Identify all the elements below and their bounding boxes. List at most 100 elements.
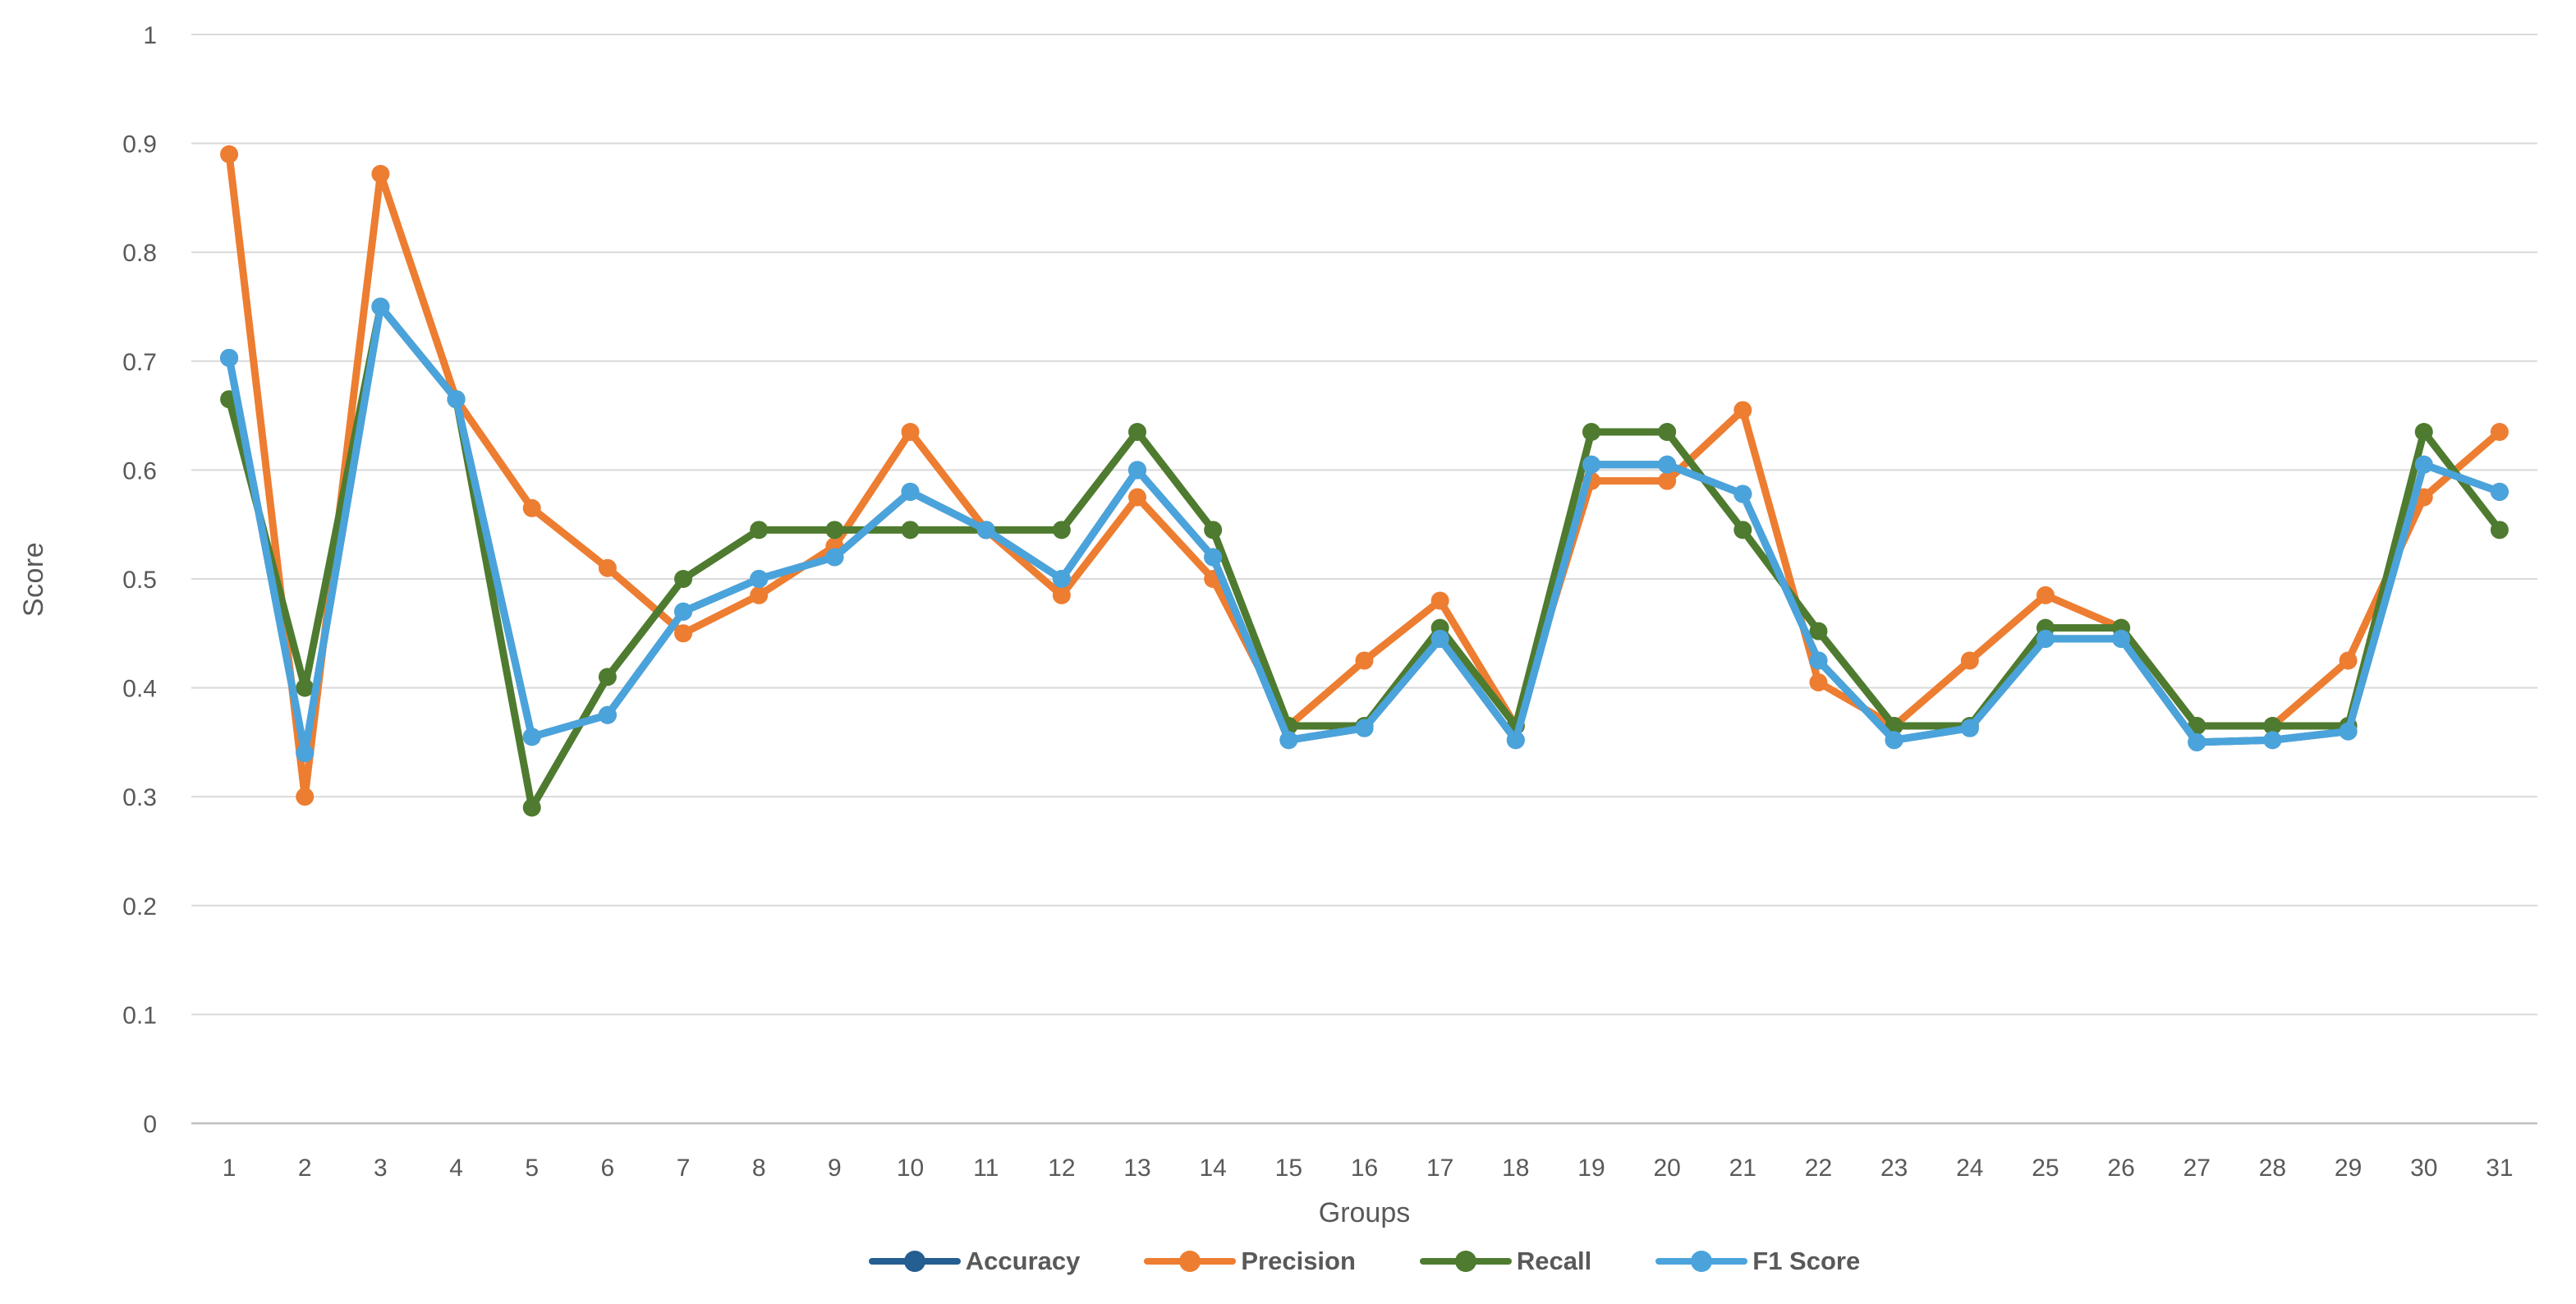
x-tick-label: 30 xyxy=(2410,1155,2437,1182)
series-marker-f1-score xyxy=(1960,719,1979,737)
series-marker-f1-score xyxy=(447,390,466,409)
series-marker-recall xyxy=(598,668,617,686)
series-marker-precision xyxy=(598,558,617,577)
series-marker-f1-score xyxy=(2112,629,2131,648)
series-marker-precision xyxy=(901,422,920,441)
x-tick-label: 7 xyxy=(677,1155,691,1182)
legend-item-precision[interactable]: Precision xyxy=(1144,1247,1356,1276)
series-marker-f1-score xyxy=(522,728,541,746)
x-tick-label: 26 xyxy=(2107,1155,2134,1182)
series-marker-f1-score xyxy=(1506,731,1525,750)
series-marker-f1-score xyxy=(1128,461,1147,480)
series-marker-f1-score xyxy=(1355,719,1374,737)
x-tick-label: 23 xyxy=(1880,1155,1908,1182)
x-tick-label: 25 xyxy=(2032,1155,2059,1182)
x-tick-label: 19 xyxy=(1577,1155,1605,1182)
series-marker-recall xyxy=(296,678,315,697)
series-marker-recall xyxy=(1128,422,1147,441)
x-tick-label: 18 xyxy=(1502,1155,1529,1182)
series-line-f1-score xyxy=(225,303,2504,757)
series-marker-precision xyxy=(2490,422,2509,441)
series-marker-f1-score xyxy=(1052,570,1071,588)
series-marker-f1-score xyxy=(1658,455,1677,474)
series-marker-precision xyxy=(2036,585,2055,604)
series-marker-f1-score xyxy=(2036,629,2055,648)
x-tick-label: 5 xyxy=(525,1155,539,1182)
legend-label: Precision xyxy=(1241,1247,1356,1275)
series-marker-f1-score xyxy=(901,482,920,501)
legend-marker-icon xyxy=(1419,1249,1512,1274)
x-tick-label: 3 xyxy=(374,1155,388,1182)
series-marker-precision xyxy=(2339,651,2358,670)
series-marker-f1-score xyxy=(2263,731,2282,750)
series-marker-precision xyxy=(1658,471,1677,490)
series-marker-f1-score xyxy=(750,570,769,588)
series-marker-f1-score xyxy=(1885,731,1903,750)
series-marker-precision xyxy=(1430,591,1449,610)
series-marker-f1-score xyxy=(976,521,995,540)
x-tick-label: 28 xyxy=(2259,1155,2286,1182)
series-marker-precision xyxy=(1355,651,1374,670)
x-tick-label: 16 xyxy=(1351,1155,1378,1182)
x-tick-label: 10 xyxy=(897,1155,924,1182)
series-marker-f1-score xyxy=(1809,651,1828,670)
x-tick-label: 15 xyxy=(1275,1155,1302,1182)
series-marker-f1-score xyxy=(220,348,239,367)
legend-item-recall[interactable]: Recall xyxy=(1419,1247,1591,1276)
y-tick-label: 0.3 xyxy=(122,784,157,811)
series-marker-recall xyxy=(825,521,844,540)
legend-marker-icon xyxy=(1655,1249,1748,1274)
x-tick-label: 31 xyxy=(2486,1155,2513,1182)
series-line-precision xyxy=(225,150,2504,801)
series-marker-recall xyxy=(750,521,769,540)
series-marker-f1-score xyxy=(598,705,617,724)
y-tick-label: 0.2 xyxy=(122,893,157,921)
x-tick-label: 6 xyxy=(601,1155,615,1182)
series-marker-precision xyxy=(1960,651,1979,670)
legend-label: F1 Score xyxy=(1752,1247,1861,1275)
series-marker-f1-score xyxy=(1733,484,1752,503)
series-marker-precision xyxy=(296,787,315,806)
series-marker-f1-score xyxy=(1430,629,1449,648)
x-tick-label: 1 xyxy=(223,1155,236,1182)
series-marker-precision xyxy=(522,498,541,517)
series-marker-f1-score xyxy=(2188,732,2206,751)
legend-item-f1-score[interactable]: F1 Score xyxy=(1655,1247,1860,1276)
series-marker-precision xyxy=(1733,401,1752,420)
legend-label: Accuracy xyxy=(965,1247,1081,1275)
series-marker-f1-score xyxy=(296,744,315,763)
y-tick-label: 0.1 xyxy=(122,1002,157,1029)
x-tick-label: 2 xyxy=(298,1155,312,1182)
x-tick-label: 20 xyxy=(1653,1155,1680,1182)
series-marker-recall xyxy=(2490,521,2509,540)
x-tick-label: 27 xyxy=(2183,1155,2211,1182)
series-marker-f1-score xyxy=(371,297,390,316)
series-marker-recall xyxy=(522,798,541,817)
series-marker-precision xyxy=(371,164,390,183)
series-marker-precision xyxy=(750,585,769,604)
series-marker-recall xyxy=(1582,422,1600,441)
series-marker-f1-score xyxy=(674,602,693,621)
y-tick-label: 0.8 xyxy=(122,240,157,267)
y-tick-label: 0.6 xyxy=(122,457,157,484)
y-tick-label: 0.5 xyxy=(122,567,157,594)
x-tick-label: 21 xyxy=(1729,1155,1756,1182)
series-marker-recall xyxy=(1204,521,1223,540)
x-tick-label: 13 xyxy=(1123,1155,1150,1182)
y-tick-label: 1 xyxy=(143,22,157,49)
series-marker-recall xyxy=(2263,717,2282,736)
x-tick-label: 8 xyxy=(752,1155,766,1182)
series-marker-recall xyxy=(1052,521,1071,540)
series-marker-recall xyxy=(674,570,693,588)
x-tick-label: 29 xyxy=(2335,1155,2362,1182)
x-tick-label: 4 xyxy=(449,1155,463,1182)
legend-item-accuracy[interactable]: Accuracy xyxy=(868,1247,1081,1276)
series-marker-f1-score xyxy=(1279,731,1298,750)
x-tick-label: 12 xyxy=(1048,1155,1075,1182)
legend: Accuracy Precision Recall F1 Score xyxy=(191,1247,2537,1276)
series-marker-precision xyxy=(220,145,239,163)
series-marker-precision xyxy=(1128,488,1147,507)
legend-marker-icon xyxy=(868,1249,961,1274)
